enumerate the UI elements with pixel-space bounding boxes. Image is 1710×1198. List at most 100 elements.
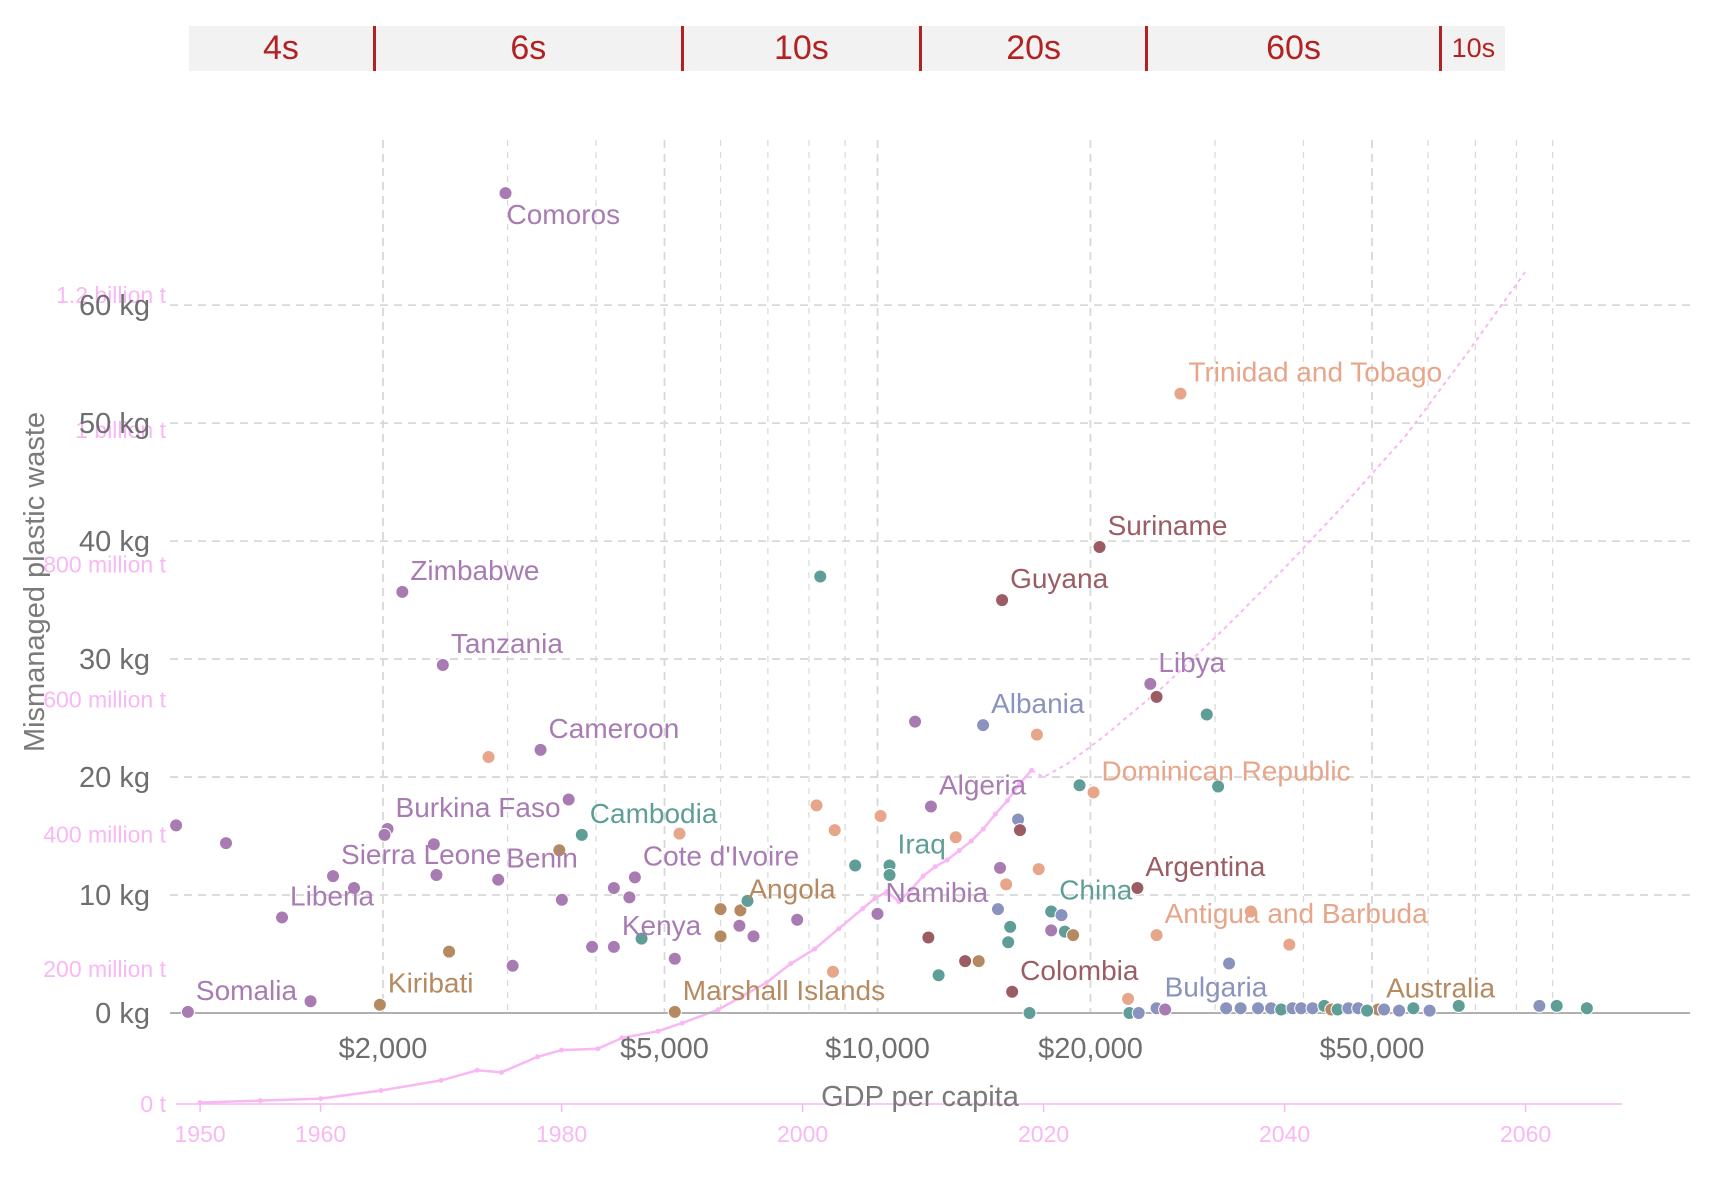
point-label: Somalia xyxy=(196,975,298,1006)
point-label: Burkina Faso xyxy=(396,792,561,823)
y-tick-label: 30 kg xyxy=(79,644,150,676)
data-point xyxy=(1130,880,1145,895)
overlay-y-tick-label: 800 million t xyxy=(43,552,166,578)
data-point xyxy=(372,997,387,1012)
data-point xyxy=(219,836,234,851)
data-point xyxy=(1406,1001,1421,1016)
overlay-point xyxy=(788,961,794,967)
data-point xyxy=(1158,1002,1173,1017)
data-point xyxy=(1451,998,1466,1013)
data-point xyxy=(606,939,621,954)
data-point xyxy=(1251,1001,1266,1016)
data-point xyxy=(627,870,642,885)
data-point xyxy=(948,830,963,845)
x-axis-title: GDP per capita xyxy=(821,1081,1020,1113)
data-point xyxy=(667,1004,682,1019)
overlay-point xyxy=(619,1035,625,1041)
data-point xyxy=(606,880,621,895)
x-tick-label: $20,000 xyxy=(1038,1033,1143,1065)
data-point xyxy=(1199,707,1214,722)
point-label: Angola xyxy=(748,873,836,904)
point-label: Dominican Republic xyxy=(1102,755,1351,786)
data-point xyxy=(825,964,840,979)
data-point xyxy=(931,968,946,983)
point-label: Namibia xyxy=(886,877,989,908)
data-point xyxy=(995,593,1010,608)
point-label: Kenya xyxy=(622,910,702,941)
point-label: Argentina xyxy=(1145,851,1265,882)
data-point xyxy=(1243,904,1258,919)
data-point xyxy=(326,869,341,884)
y-tick-label: 50 kg xyxy=(79,408,150,440)
data-point xyxy=(732,918,747,933)
data-point xyxy=(1549,998,1564,1013)
data-point xyxy=(1029,727,1044,742)
timeline-bar: 4s 6s 10s 20s 60s 10s xyxy=(189,26,1505,71)
timeline-segment: 10s xyxy=(684,26,922,71)
point-label: Cameroon xyxy=(549,713,680,744)
data-point xyxy=(1233,1001,1248,1016)
data-point xyxy=(999,877,1014,892)
data-point xyxy=(491,872,506,887)
overlay-point xyxy=(944,857,950,863)
data-point xyxy=(1377,1002,1392,1017)
point-label: Zimbabwe xyxy=(410,555,539,586)
overlay-point xyxy=(812,946,818,952)
overlay-point xyxy=(318,1096,324,1102)
data-point xyxy=(1066,928,1081,943)
timeline-segment: 10s xyxy=(1451,33,1496,63)
overlay-y-tick-label: 1 billion t xyxy=(75,417,166,443)
data-point xyxy=(971,954,986,969)
point-labels: Comoros Trinidad and Tobago SurinameGuyana… xyxy=(196,199,1496,1006)
data-point xyxy=(498,186,513,201)
overlay-projection-line xyxy=(1031,270,1527,779)
overlay-point xyxy=(884,889,890,895)
overlay-point xyxy=(715,1007,721,1013)
y-tick-label: 0 kg xyxy=(95,998,150,1030)
overlay-point xyxy=(763,980,769,986)
overlay-x-tick-label: 1950 xyxy=(175,1121,226,1147)
data-point xyxy=(169,818,184,833)
point-label: Bulgaria xyxy=(1165,971,1268,1002)
point-label: Iraq xyxy=(898,829,946,860)
data-point xyxy=(585,939,600,954)
data-point xyxy=(1149,689,1164,704)
data-point xyxy=(554,892,569,907)
data-point xyxy=(1143,676,1158,691)
data-point xyxy=(303,994,318,1009)
overlay-point xyxy=(378,1088,384,1094)
overlay-point xyxy=(836,926,842,932)
overlay-x-tick-label: 2060 xyxy=(1500,1121,1551,1147)
overlay-point xyxy=(860,905,866,911)
data-point xyxy=(533,742,548,757)
data-point xyxy=(713,902,728,917)
data-point xyxy=(1001,935,1016,950)
timeline-segment: 4s xyxy=(189,26,376,71)
x-tick-label: $50,000 xyxy=(1320,1033,1425,1065)
data-point xyxy=(1173,386,1188,401)
overlay-point xyxy=(559,1047,565,1053)
data-point xyxy=(1360,1003,1375,1018)
point-label: Benin xyxy=(506,843,578,874)
data-point xyxy=(1149,928,1164,943)
data-point xyxy=(634,931,649,946)
data-point xyxy=(873,808,888,823)
data-point xyxy=(1086,785,1101,800)
overlay-point xyxy=(595,1046,601,1052)
overlay-historical-line xyxy=(200,769,1033,1104)
overlay-point xyxy=(1004,798,1010,804)
point-label: Trinidad and Tobago xyxy=(1188,357,1442,388)
data-point xyxy=(908,714,923,729)
point-label: Antigua and Barbuda xyxy=(1165,898,1429,929)
data-point xyxy=(275,910,290,925)
data-point xyxy=(622,890,637,905)
timeline-segment: 60s xyxy=(1148,26,1442,71)
x-tick-label: $2,000 xyxy=(339,1033,428,1065)
overlay-point xyxy=(197,1100,203,1106)
point-label: Sierra Leone xyxy=(341,839,501,870)
timeline-segment: 20s xyxy=(922,26,1149,71)
point-label: Australia xyxy=(1386,972,1495,1003)
data-point xyxy=(993,860,1008,875)
grid xyxy=(170,140,1690,1013)
